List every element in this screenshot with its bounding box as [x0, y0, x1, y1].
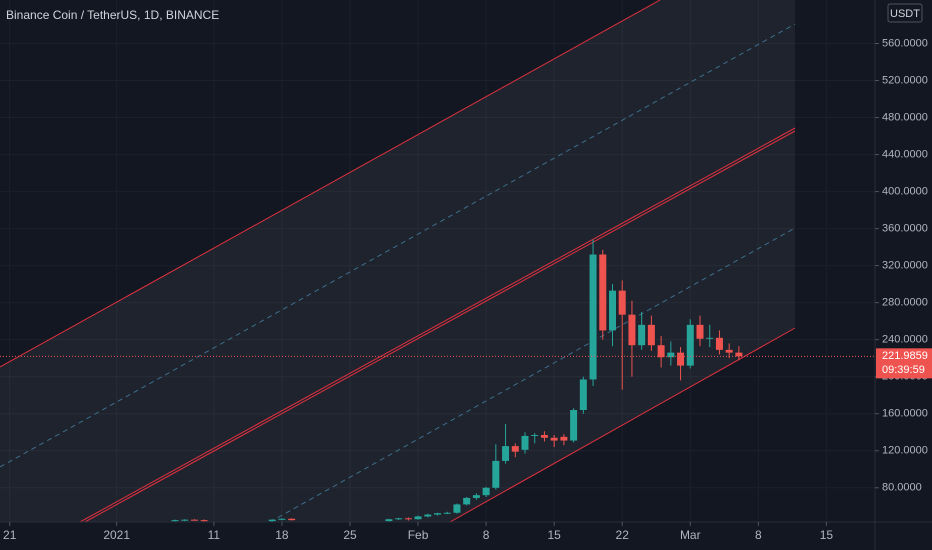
- x-tick-label: 15: [820, 528, 834, 542]
- y-tick-label: 160.0000: [882, 408, 928, 420]
- x-tick-label: 8: [483, 528, 490, 542]
- last-price-label: 221.9859: [882, 350, 928, 362]
- currency-label[interactable]: USDT: [890, 8, 920, 20]
- channel-midline: [0, 23, 796, 468]
- candle-body: [288, 518, 296, 521]
- candle-body: [502, 446, 510, 461]
- x-tick-label: 22: [616, 528, 630, 542]
- channel-drawing: [0, 0, 796, 522]
- channel-fill: [0, 0, 795, 522]
- y-tick-label: 120.0000: [882, 445, 928, 457]
- candle-body: [686, 324, 694, 366]
- candle-body: [706, 337, 714, 339]
- channel-midline: [269, 227, 796, 522]
- y-tick-label: 480.0000: [882, 111, 928, 123]
- candle-body: [638, 324, 646, 346]
- candle-body: [200, 520, 208, 522]
- x-tick-label: 8: [755, 528, 762, 542]
- candle-body: [181, 519, 189, 521]
- candle-body: [385, 519, 393, 522]
- candle-body: [424, 514, 432, 517]
- grid: [0, 0, 875, 522]
- candle-body: [472, 495, 480, 498]
- candle-body: [560, 436, 568, 441]
- y-tick-label: 320.0000: [882, 260, 928, 272]
- candle-body: [579, 379, 587, 411]
- candle-body: [618, 290, 626, 315]
- candle-body: [171, 520, 179, 522]
- candle-body: [395, 518, 403, 520]
- candle-body: [404, 518, 412, 520]
- y-tick-label: 440.0000: [882, 148, 928, 160]
- y-tick-label: 560.0000: [882, 37, 928, 49]
- channel-line: [79, 127, 796, 522]
- candle-body: [463, 497, 471, 505]
- candle-body: [482, 487, 490, 496]
- x-tick-label: Mar: [680, 528, 701, 542]
- candle-body: [725, 349, 733, 353]
- x-tick-label: 25: [343, 528, 357, 542]
- x-tick-label: 11: [208, 528, 221, 542]
- candle-body: [677, 352, 685, 366]
- x-tick-label: 2021: [103, 528, 130, 542]
- candle-body: [190, 519, 198, 521]
- candle-body: [278, 518, 286, 520]
- x-tick-label: 15: [547, 528, 561, 542]
- y-tick-label: 520.0000: [882, 74, 928, 86]
- y-tick-label: 280.0000: [882, 297, 928, 309]
- candle-body: [414, 516, 422, 520]
- candle-body: [453, 504, 461, 513]
- candle-body: [268, 519, 276, 522]
- candle-body: [696, 324, 704, 339]
- y-tick-label: 360.0000: [882, 223, 928, 235]
- y-tick-label: 80.0000: [882, 482, 922, 494]
- candle-body: [521, 435, 529, 450]
- currency-box[interactable]: [887, 3, 923, 23]
- candle-body: [492, 460, 500, 488]
- candle-body: [667, 352, 675, 358]
- last-price-box: [876, 348, 932, 379]
- candle-body: [540, 435, 548, 438]
- candle-body: [735, 352, 743, 357]
- candle-body: [647, 324, 655, 346]
- x-tick-label: 18: [275, 528, 289, 542]
- x-tick-label: Feb: [408, 528, 429, 542]
- candle-body: [511, 446, 519, 452]
- candle-body: [570, 410, 578, 441]
- x-tick-label: 21: [3, 528, 17, 542]
- axes: 80.0000120.0000160.0000200.0000240.00002…: [3, 37, 932, 542]
- candle-body: [609, 290, 616, 331]
- candle-body: [531, 435, 539, 436]
- y-tick-label: 240.0000: [882, 334, 928, 346]
- candle-body: [715, 337, 723, 350]
- candle-body: [550, 437, 558, 441]
- y-tick-label: 400.0000: [882, 185, 928, 197]
- candle-body: [599, 254, 607, 331]
- candle-body: [589, 254, 597, 380]
- candle-body: [628, 314, 636, 346]
- channel-line: [84, 130, 796, 522]
- channel-line: [449, 327, 796, 522]
- channel-line: [0, 0, 661, 368]
- chart-title: Binance Coin / TetherUS, 1D, BINANCE: [6, 8, 219, 22]
- candle-body: [443, 512, 451, 514]
- candles: [0, 239, 875, 522]
- candle-body: [434, 513, 441, 515]
- countdown-label: 09:39:59: [882, 364, 925, 376]
- candle-body: [657, 345, 665, 358]
